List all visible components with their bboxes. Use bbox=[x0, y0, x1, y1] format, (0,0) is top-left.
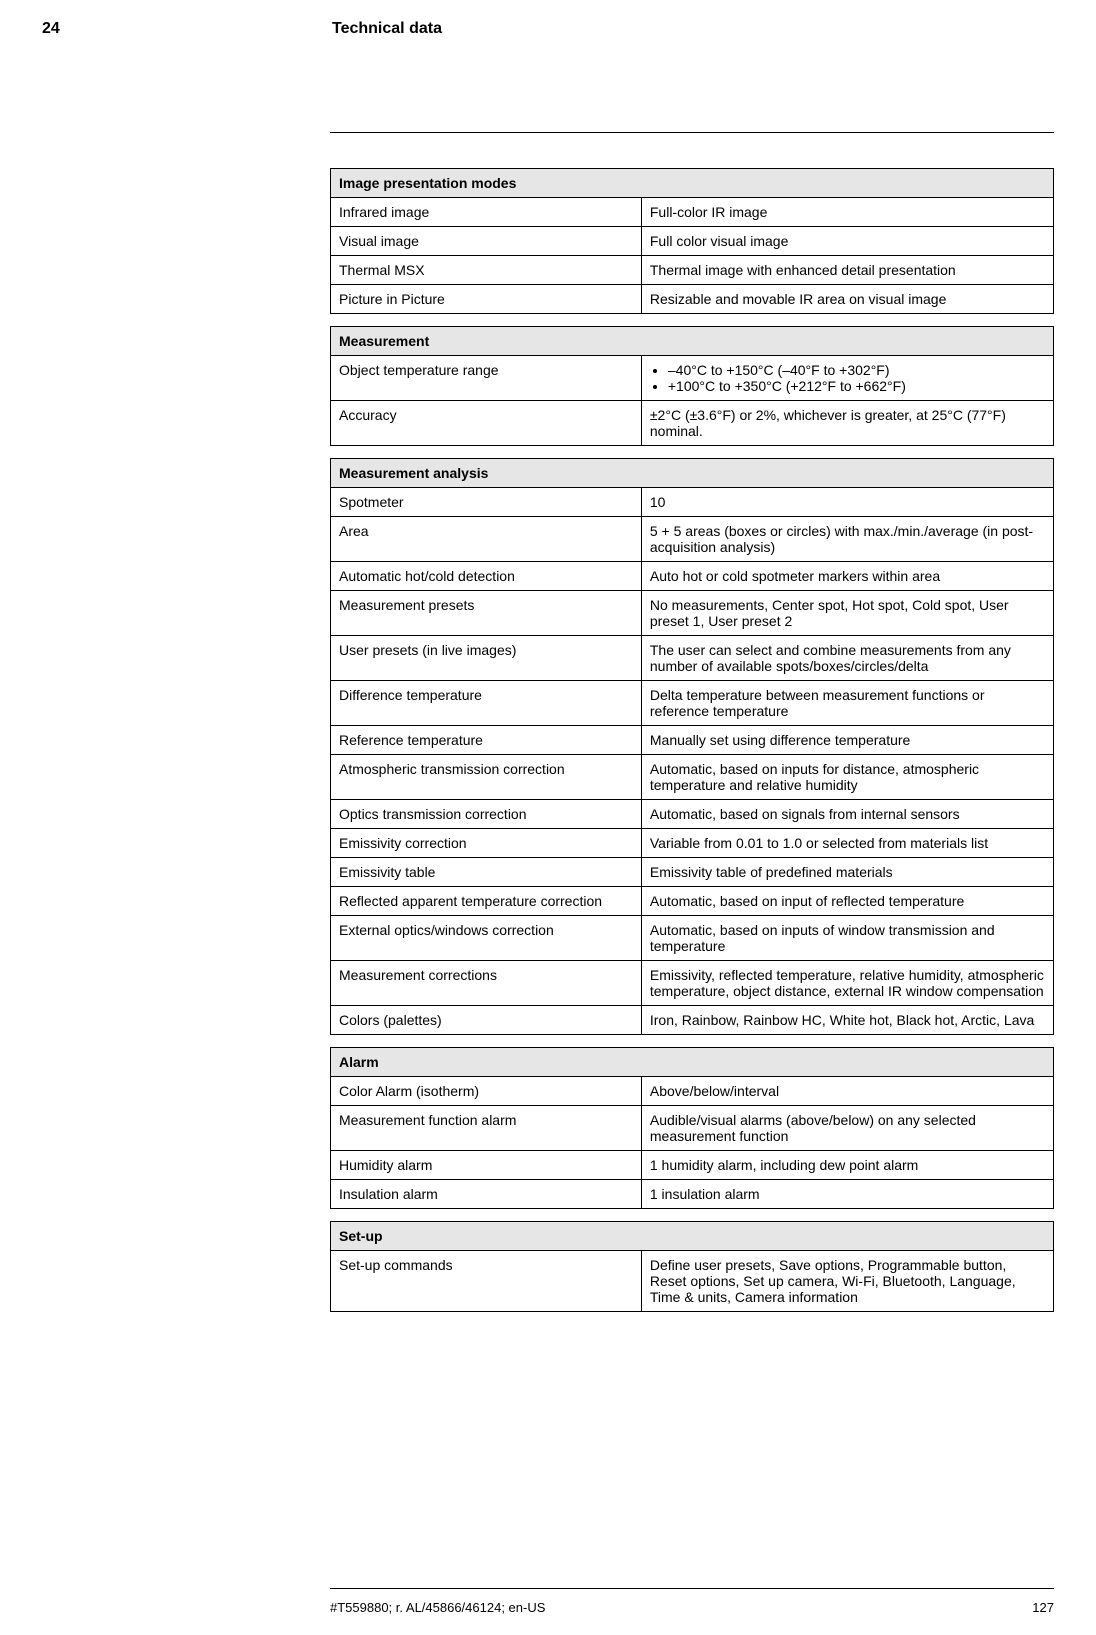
section-header: Measurement analysis bbox=[331, 459, 1054, 488]
spec-value: Variable from 0.01 to 1.0 or selected fr… bbox=[641, 829, 1053, 858]
spec-value: The user can select and combine measurem… bbox=[641, 636, 1053, 681]
spec-value: 1 insulation alarm bbox=[641, 1180, 1053, 1209]
table-row: Picture in PictureResizable and movable … bbox=[331, 285, 1054, 314]
spec-key: Difference temperature bbox=[331, 681, 642, 726]
spec-value: 5 + 5 areas (boxes or circles) with max.… bbox=[641, 517, 1053, 562]
table-row: Measurement function alarmAudible/visual… bbox=[331, 1106, 1054, 1151]
spec-value: Full color visual image bbox=[641, 227, 1053, 256]
spec-key: Measurement function alarm bbox=[331, 1106, 642, 1151]
spec-value: Automatic, based on inputs of window tra… bbox=[641, 916, 1053, 961]
spec-value: Iron, Rainbow, Rainbow HC, White hot, Bl… bbox=[641, 1006, 1053, 1035]
section-header: Measurement bbox=[331, 327, 1054, 356]
table-measurement: Measurement Object temperature range–40°… bbox=[330, 326, 1054, 446]
spec-key: Insulation alarm bbox=[331, 1180, 642, 1209]
footer-page-number: 127 bbox=[1032, 1600, 1054, 1615]
spec-value: Delta temperature between measurement fu… bbox=[641, 681, 1053, 726]
spec-value: Emissivity, reflected temperature, relat… bbox=[641, 961, 1053, 1006]
table-row: Colors (palettes)Iron, Rainbow, Rainbow … bbox=[331, 1006, 1054, 1035]
table-row: Humidity alarm1 humidity alarm, includin… bbox=[331, 1151, 1054, 1180]
spec-key: Picture in Picture bbox=[331, 285, 642, 314]
spec-key: Atmospheric transmission correction bbox=[331, 755, 642, 800]
spec-key: Humidity alarm bbox=[331, 1151, 642, 1180]
spec-value: Thermal image with enhanced detail prese… bbox=[641, 256, 1053, 285]
spec-key: Infrared image bbox=[331, 198, 642, 227]
table-row: Set-up commandsDefine user presets, Save… bbox=[331, 1251, 1054, 1312]
spec-value: 10 bbox=[641, 488, 1053, 517]
table-row: Reflected apparent temperature correctio… bbox=[331, 887, 1054, 916]
table-row: Measurement presetsNo measurements, Cent… bbox=[331, 591, 1054, 636]
spec-key: Reflected apparent temperature correctio… bbox=[331, 887, 642, 916]
list-item: –40°C to +150°C (–40°F to +302°F) bbox=[668, 362, 1045, 378]
table-row: User presets (in live images)The user ca… bbox=[331, 636, 1054, 681]
spec-value: Auto hot or cold spotmeter markers withi… bbox=[641, 562, 1053, 591]
spec-key: Measurement presets bbox=[331, 591, 642, 636]
spec-value: Manually set using difference temperatur… bbox=[641, 726, 1053, 755]
section-header: Set-up bbox=[331, 1222, 1054, 1251]
table-row: Atmospheric transmission correctionAutom… bbox=[331, 755, 1054, 800]
spec-key: Emissivity correction bbox=[331, 829, 642, 858]
spec-key: Colors (palettes) bbox=[331, 1006, 642, 1035]
table-row: Area5 + 5 areas (boxes or circles) with … bbox=[331, 517, 1054, 562]
spec-key: Thermal MSX bbox=[331, 256, 642, 285]
spec-value: ±2°C (±3.6°F) or 2%, whichever is greate… bbox=[641, 401, 1053, 446]
spec-value: Automatic, based on input of reflected t… bbox=[641, 887, 1053, 916]
spec-value: Full-color IR image bbox=[641, 198, 1053, 227]
page-title: Technical data bbox=[332, 20, 1054, 38]
spec-value: 1 humidity alarm, including dew point al… bbox=[641, 1151, 1053, 1180]
table-row: External optics/windows correctionAutoma… bbox=[331, 916, 1054, 961]
spec-key: User presets (in live images) bbox=[331, 636, 642, 681]
spec-value: –40°C to +150°C (–40°F to +302°F)+100°C … bbox=[641, 356, 1053, 401]
footer-doc-id: #T559880; r. AL/45866/46124; en-US bbox=[330, 1600, 545, 1615]
table-row: Infrared imageFull-color IR image bbox=[331, 198, 1054, 227]
table-row: Thermal MSXThermal image with enhanced d… bbox=[331, 256, 1054, 285]
table-row: Emissivity correctionVariable from 0.01 … bbox=[331, 829, 1054, 858]
spec-key: Reference temperature bbox=[331, 726, 642, 755]
table-row: Reference temperatureManually set using … bbox=[331, 726, 1054, 755]
table-row: Visual imageFull color visual image bbox=[331, 227, 1054, 256]
spec-key: Visual image bbox=[331, 227, 642, 256]
spec-value: Define user presets, Save options, Progr… bbox=[641, 1251, 1053, 1312]
table-row: Color Alarm (isotherm)Above/below/interv… bbox=[331, 1077, 1054, 1106]
list-item: +100°C to +350°C (+212°F to +662°F) bbox=[668, 378, 1045, 394]
spec-key: Accuracy bbox=[331, 401, 642, 446]
spec-key: Optics transmission correction bbox=[331, 800, 642, 829]
table-row: Emissivity tableEmissivity table of pred… bbox=[331, 858, 1054, 887]
spec-key: Object temperature range bbox=[331, 356, 642, 401]
section-header: Image presentation modes bbox=[331, 169, 1054, 198]
spec-key: Automatic hot/cold detection bbox=[331, 562, 642, 591]
table-row: Accuracy±2°C (±3.6°F) or 2%, whichever i… bbox=[331, 401, 1054, 446]
spec-key: Set-up commands bbox=[331, 1251, 642, 1312]
spec-value: No measurements, Center spot, Hot spot, … bbox=[641, 591, 1053, 636]
table-row: Object temperature range–40°C to +150°C … bbox=[331, 356, 1054, 401]
section-header: Alarm bbox=[331, 1048, 1054, 1077]
spec-key: Emissivity table bbox=[331, 858, 642, 887]
spec-key: Measurement corrections bbox=[331, 961, 642, 1006]
table-setup: Set-up Set-up commandsDefine user preset… bbox=[330, 1221, 1054, 1312]
table-row: Difference temperatureDelta temperature … bbox=[331, 681, 1054, 726]
spec-value: Audible/visual alarms (above/below) on a… bbox=[641, 1106, 1053, 1151]
spec-key: Area bbox=[331, 517, 642, 562]
section-number: 24 bbox=[42, 20, 332, 38]
spec-key: External optics/windows correction bbox=[331, 916, 642, 961]
table-row: Insulation alarm1 insulation alarm bbox=[331, 1180, 1054, 1209]
table-row: Spotmeter10 bbox=[331, 488, 1054, 517]
table-measurement-analysis: Measurement analysis Spotmeter10Area5 + … bbox=[330, 458, 1054, 1035]
table-row: Automatic hot/cold detectionAuto hot or … bbox=[331, 562, 1054, 591]
table-row: Measurement correctionsEmissivity, refle… bbox=[331, 961, 1054, 1006]
spec-value: Automatic, based on signals from interna… bbox=[641, 800, 1053, 829]
spec-value: Above/below/interval bbox=[641, 1077, 1053, 1106]
spec-value: Automatic, based on inputs for distance,… bbox=[641, 755, 1053, 800]
table-row: Optics transmission correctionAutomatic,… bbox=[331, 800, 1054, 829]
spec-value: Emissivity table of predefined materials bbox=[641, 858, 1053, 887]
content-area: Image presentation modes Infrared imageF… bbox=[330, 168, 1054, 1324]
table-alarm: Alarm Color Alarm (isotherm)Above/below/… bbox=[330, 1047, 1054, 1209]
spec-key: Spotmeter bbox=[331, 488, 642, 517]
table-image-presentation: Image presentation modes Infrared imageF… bbox=[330, 168, 1054, 314]
spec-key: Color Alarm (isotherm) bbox=[331, 1077, 642, 1106]
footer-rule bbox=[330, 1588, 1054, 1589]
spec-value: Resizable and movable IR area on visual … bbox=[641, 285, 1053, 314]
header-rule bbox=[330, 132, 1054, 133]
